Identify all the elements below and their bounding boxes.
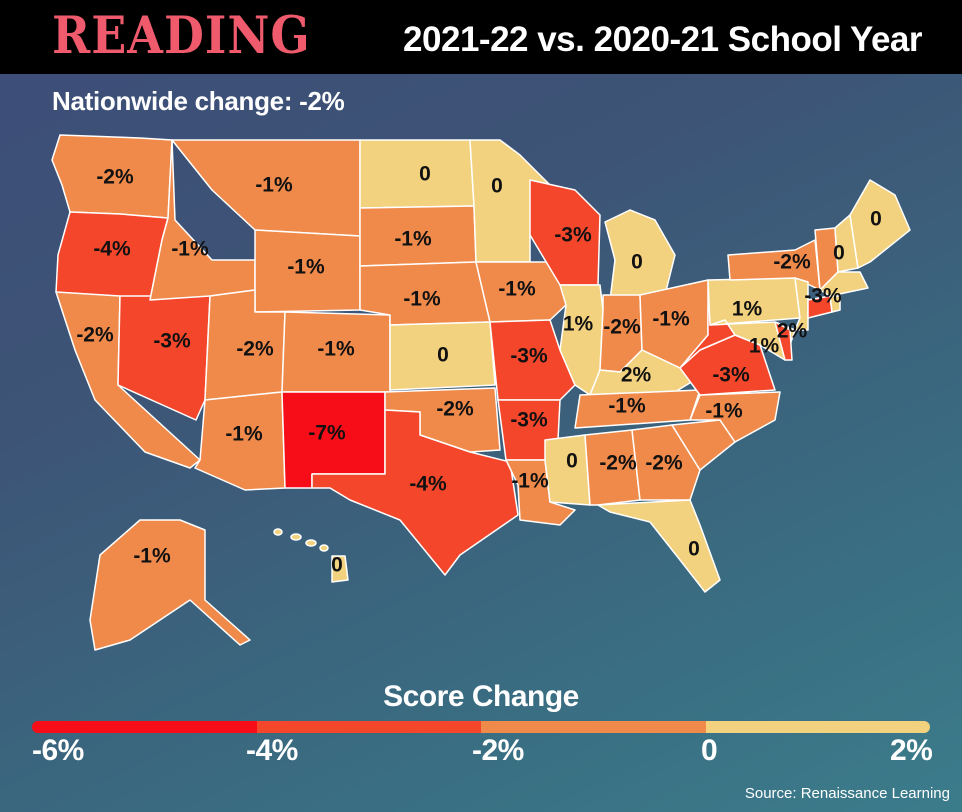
legend-segment bbox=[481, 721, 706, 733]
state-label-ny: -2% bbox=[773, 251, 811, 274]
hawaii-island bbox=[273, 528, 283, 536]
state-label-tx: -4% bbox=[409, 473, 447, 496]
state-label-hi: 0 bbox=[331, 554, 343, 577]
state-label-nd: 0 bbox=[419, 163, 431, 186]
state-ma bbox=[819, 271, 869, 297]
legend-color-bar bbox=[32, 721, 930, 733]
state-ak bbox=[89, 519, 251, 651]
state-hi bbox=[331, 555, 349, 583]
state-label-mn: 0 bbox=[491, 175, 503, 198]
state-label-ks: 0 bbox=[437, 344, 449, 367]
state-nj bbox=[794, 277, 809, 331]
state-label-co: -1% bbox=[317, 338, 355, 361]
state-label-nv: -3% bbox=[153, 330, 191, 353]
state-label-ar: -3% bbox=[510, 409, 548, 432]
state-de bbox=[774, 321, 793, 361]
state-al bbox=[584, 429, 641, 506]
state-label-ut: -2% bbox=[236, 338, 274, 361]
state-fl bbox=[597, 499, 721, 593]
state-label-id: -1% bbox=[171, 238, 209, 261]
state-mi bbox=[604, 209, 676, 301]
state-label-me: 0 bbox=[870, 208, 882, 231]
state-me bbox=[849, 179, 911, 269]
state-label-ok: -2% bbox=[436, 398, 474, 421]
state-label-ga: -2% bbox=[645, 452, 683, 475]
state-label-wa: -2% bbox=[96, 166, 134, 189]
state-tx bbox=[311, 409, 519, 576]
source-credit: Source: Renaissance Learning bbox=[744, 785, 950, 802]
nationwide-change: Nationwide change: -2% bbox=[52, 86, 345, 116]
hawaii-island bbox=[290, 533, 302, 541]
state-label-la: -1% bbox=[511, 470, 549, 493]
state-label-ne: -1% bbox=[403, 288, 441, 311]
state-label-tn: -1% bbox=[608, 395, 646, 418]
hawaii-island bbox=[319, 544, 329, 552]
state-label-ky: 2% bbox=[621, 364, 652, 387]
state-label-md: 1% bbox=[749, 335, 780, 358]
state-label-sd: -1% bbox=[394, 228, 432, 251]
legend-tick-minus-4: -4% bbox=[246, 734, 298, 767]
state-label-va: -3% bbox=[712, 364, 750, 387]
state-ks bbox=[389, 321, 496, 391]
state-label-az: -1% bbox=[225, 423, 263, 446]
state-label-mo: -3% bbox=[510, 345, 548, 368]
state-label-mt: -1% bbox=[255, 174, 293, 197]
state-ri bbox=[829, 295, 841, 313]
legend-tick-minus-2: -2% bbox=[472, 734, 524, 767]
hawaii-island bbox=[305, 539, 317, 547]
state-label-ca: -2% bbox=[76, 324, 114, 347]
state-label-al: -2% bbox=[599, 452, 637, 475]
subject-title: READING bbox=[52, 4, 311, 66]
state-label-il: 1% bbox=[563, 313, 594, 336]
state-label-wy: -1% bbox=[287, 256, 325, 279]
legend-tick-zero: 0 bbox=[701, 734, 718, 767]
legend-tick-minus-6: -6% bbox=[32, 734, 84, 767]
state-label-nc: -1% bbox=[705, 400, 743, 423]
legend-tick-plus-2: 2% bbox=[890, 734, 933, 767]
state-label-pa: 1% bbox=[732, 298, 763, 321]
legend-title: Score Change bbox=[383, 680, 579, 713]
legend-segment bbox=[256, 721, 481, 733]
state-ms bbox=[544, 434, 591, 506]
state-label-ct: -3% bbox=[804, 285, 842, 308]
state-label-oh: -1% bbox=[652, 308, 690, 331]
comparison-title: 2021-22 vs. 2020-21 School Year bbox=[403, 20, 922, 59]
state-label-mi: 0 bbox=[631, 251, 643, 274]
state-label-vt: 0 bbox=[833, 242, 845, 265]
state-label-in: -2% bbox=[603, 316, 641, 339]
state-label-fl: 0 bbox=[688, 538, 700, 561]
state-label-wi: -3% bbox=[554, 224, 592, 247]
state-label-ms: 0 bbox=[566, 450, 578, 473]
state-label-ia: -1% bbox=[498, 278, 536, 301]
state-nd bbox=[359, 139, 475, 209]
state-label-ak: -1% bbox=[133, 545, 171, 568]
legend-segment bbox=[705, 721, 930, 733]
legend-segment bbox=[32, 721, 257, 733]
header-bar: READING 2021-22 vs. 2020-21 School Year bbox=[0, 0, 962, 74]
state-label-nj: 2% bbox=[777, 320, 808, 343]
state-label-or: -4% bbox=[93, 238, 131, 261]
state-label-nm: -7% bbox=[308, 422, 346, 445]
